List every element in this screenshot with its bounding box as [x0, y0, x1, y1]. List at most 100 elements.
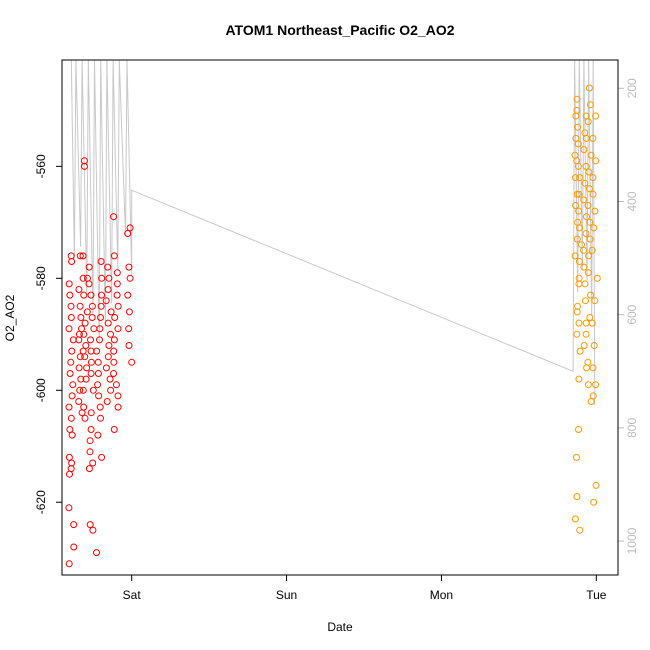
data-point — [574, 140, 582, 148]
data-point — [125, 325, 133, 333]
x-tick-label: Mon — [430, 588, 453, 602]
data-point — [592, 157, 600, 165]
data-point — [572, 174, 579, 182]
data-point — [124, 230, 132, 237]
pressure-line — [70, 59, 596, 406]
y-tick-label: -580 — [34, 266, 48, 290]
data-point — [70, 521, 78, 529]
data-point — [573, 235, 581, 243]
data-point — [107, 308, 115, 316]
data-point — [580, 146, 588, 154]
data-point — [587, 291, 595, 299]
data-point — [573, 493, 581, 501]
data-point — [582, 330, 590, 338]
data-point — [86, 437, 94, 445]
data-point — [97, 302, 105, 310]
data-point — [576, 224, 583, 232]
data-point — [98, 453, 106, 461]
data-point — [590, 342, 598, 349]
data-point — [83, 308, 91, 316]
x-tick-label: Sat — [123, 588, 142, 602]
data-point — [68, 258, 76, 265]
data-point — [575, 375, 583, 383]
data-point — [113, 280, 121, 288]
data-point — [93, 347, 101, 355]
y2-tick-label: 200 — [625, 78, 639, 98]
data-point — [575, 207, 583, 215]
data-point — [584, 358, 592, 366]
data-point — [590, 224, 598, 232]
data-point — [575, 274, 583, 282]
data-point — [110, 347, 118, 355]
data-point — [573, 95, 581, 103]
y2-tick-label: 1000 — [625, 527, 639, 554]
x-axis-label: Date — [327, 620, 353, 634]
data-point — [585, 84, 593, 92]
data-point — [97, 414, 104, 422]
data-point — [86, 521, 94, 529]
data-point — [580, 196, 588, 204]
data-point — [75, 398, 83, 405]
data-point — [125, 342, 133, 349]
data-point — [571, 515, 579, 523]
data-point — [75, 336, 83, 344]
data-point — [76, 386, 84, 394]
data-point — [107, 330, 114, 338]
data-point — [65, 453, 73, 461]
data-point — [94, 358, 102, 366]
data-point — [80, 403, 88, 411]
data-point — [89, 459, 97, 467]
data-point — [82, 375, 90, 383]
data-point — [574, 218, 582, 226]
data-point — [110, 358, 118, 366]
y2-tick-label: 600 — [625, 304, 639, 324]
data-point — [107, 386, 115, 394]
data-point — [104, 263, 112, 271]
data-point — [89, 526, 97, 534]
data-point — [110, 426, 118, 433]
data-point — [575, 319, 583, 327]
data-point — [581, 179, 589, 187]
data-point — [575, 258, 583, 265]
data-point — [102, 364, 110, 372]
data-point — [68, 392, 76, 400]
data-point — [67, 358, 75, 366]
data-point — [94, 431, 102, 439]
data-point — [94, 370, 102, 377]
data-point — [582, 230, 590, 237]
data-point — [574, 123, 582, 131]
y-tick-label: -560 — [34, 154, 48, 178]
data-point — [66, 426, 74, 433]
data-point — [80, 291, 88, 299]
data-point — [589, 364, 597, 372]
data-point — [77, 375, 85, 383]
data-point — [94, 381, 102, 389]
data-point — [584, 202, 592, 209]
data-point — [573, 453, 580, 461]
data-point — [592, 481, 600, 489]
data-point — [573, 330, 581, 338]
data-point — [571, 252, 579, 260]
y-tick-label: -600 — [34, 378, 48, 402]
data-point — [70, 543, 78, 551]
data-point — [80, 162, 88, 170]
data-point — [112, 381, 120, 389]
data-point — [67, 302, 75, 310]
x-tick-label: Sun — [276, 588, 297, 602]
data-point — [573, 308, 581, 316]
data-point — [77, 314, 85, 321]
data-point — [87, 370, 95, 377]
data-point — [582, 134, 590, 142]
data-point — [113, 269, 121, 277]
data-point — [113, 291, 121, 299]
data-point — [86, 448, 94, 456]
data-point — [102, 297, 110, 305]
data-point — [90, 325, 98, 333]
data-point — [104, 319, 112, 327]
data-point — [87, 336, 94, 344]
data-point — [85, 465, 93, 473]
data-point — [126, 224, 134, 232]
data-point — [65, 403, 73, 411]
data-point — [573, 157, 581, 165]
y2-tick-label: 400 — [625, 191, 639, 211]
